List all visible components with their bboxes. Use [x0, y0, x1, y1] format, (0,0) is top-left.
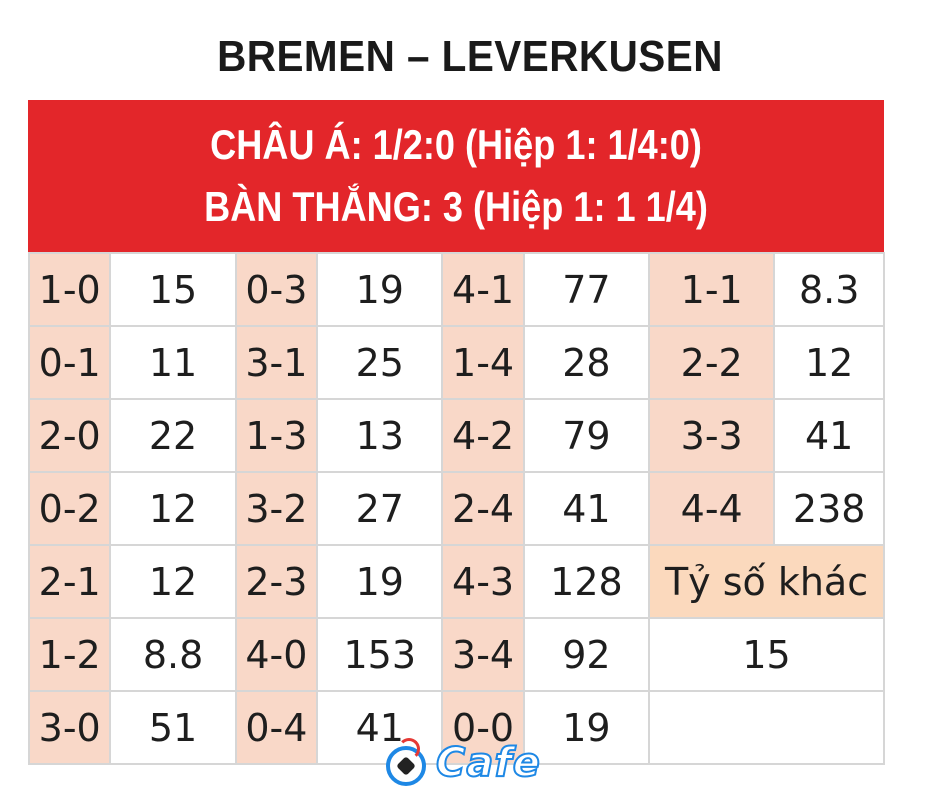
score-cell: 1-1	[648, 252, 776, 327]
odds-cell: 22	[109, 398, 237, 473]
score-cell: 3-3	[648, 398, 776, 473]
table-row: 3-0 51 0-4 41 0-0 19	[27, 690, 885, 765]
odds-cell: 13	[316, 398, 444, 473]
odds-cell: 41	[522, 471, 651, 546]
odds-cell: 153	[316, 617, 444, 692]
table-row: 1-0 15 0-3 19 4-1 77 1-1 8.3	[27, 252, 885, 327]
odds-cell: 51	[109, 690, 237, 765]
table-row: 2-1 12 2-3 19 4-3 128 Tỷ số khác	[27, 544, 885, 619]
odds-cell: 41	[773, 398, 885, 473]
odds-cell: 15	[109, 252, 237, 327]
score-cell: 0-1	[27, 325, 112, 400]
odds-cell: 28	[522, 325, 651, 400]
table-row: 1-2 8.8 4-0 153 3-4 92 15	[27, 617, 885, 692]
odds-cell: 128	[522, 544, 651, 619]
odds-cell: 27	[316, 471, 444, 546]
score-cell: 4-0	[234, 617, 319, 692]
score-cell: 4-3	[441, 544, 525, 619]
score-cell: 2-1	[27, 544, 112, 619]
score-cell: 3-4	[441, 617, 525, 692]
score-cell: 3-0	[27, 690, 112, 765]
other-scores-odds: 15	[648, 617, 885, 692]
score-cell: 2-4	[441, 471, 525, 546]
logo-ring-icon	[398, 738, 420, 760]
odds-cell: 25	[316, 325, 444, 400]
goals-line: BÀN THẮNG: 3 (Hiệp 1: 1 1/4)	[204, 183, 708, 230]
score-cell: 4-1	[441, 252, 525, 327]
score-cell: 0-2	[27, 471, 112, 546]
asian-handicap-line: CHÂU Á: 1/2:0 (Hiệp 1: 1/4:0)	[210, 121, 702, 168]
score-cell: 1-4	[441, 325, 525, 400]
other-scores-label: Tỷ số khác	[648, 544, 885, 619]
empty-cell	[648, 690, 885, 765]
odds-cell: 238	[773, 471, 885, 546]
odds-cell: 41	[316, 690, 444, 765]
odds-banner: CHÂU Á: 1/2:0 (Hiệp 1: 1/4:0) BÀN THẮNG:…	[28, 100, 884, 252]
odds-cell: 12	[109, 544, 237, 619]
score-cell: 2-3	[234, 544, 319, 619]
score-cell: 0-3	[234, 252, 319, 327]
match-title: BREMEN – LEVERKUSEN	[217, 32, 723, 81]
odds-cell: 77	[522, 252, 651, 327]
odds-cell: 19	[316, 544, 444, 619]
cafe-logo: Cafe	[380, 738, 580, 798]
odds-cell: 79	[522, 398, 651, 473]
score-cell: 1-2	[27, 617, 112, 692]
odds-cell: 8.8	[109, 617, 237, 692]
table-row: 2-0 22 1-3 13 4-2 79 3-3 41	[27, 398, 885, 473]
odds-cell: 12	[773, 325, 885, 400]
odds-cell: 19	[522, 690, 651, 765]
score-cell: 2-2	[648, 325, 776, 400]
score-cell: 4-2	[441, 398, 525, 473]
score-cell: 4-4	[648, 471, 776, 546]
score-cell: 1-0	[27, 252, 112, 327]
odds-cell: 8.3	[773, 252, 885, 327]
score-cell: 3-2	[234, 471, 319, 546]
score-cell: 0-4	[234, 690, 319, 765]
odds-cell: 92	[522, 617, 651, 692]
logo-text: Cafe	[435, 739, 541, 787]
correct-score-table: 1-0 15 0-3 19 4-1 77 1-1 8.3 0-1 11 3-1 25 1-4 28 2-2 1…	[27, 252, 885, 765]
score-cell: 0-0	[441, 690, 525, 765]
odds-cell: 19	[316, 252, 444, 327]
odds-cell: 12	[109, 471, 237, 546]
score-cell: 2-0	[27, 398, 112, 473]
score-cell: 1-3	[234, 398, 319, 473]
score-cell: 3-1	[234, 325, 319, 400]
odds-cell: 11	[109, 325, 237, 400]
table-row: 0-1 11 3-1 25 1-4 28 2-2 12	[27, 325, 885, 400]
table-row: 0-2 12 3-2 27 2-4 41 4-4 238	[27, 471, 885, 546]
